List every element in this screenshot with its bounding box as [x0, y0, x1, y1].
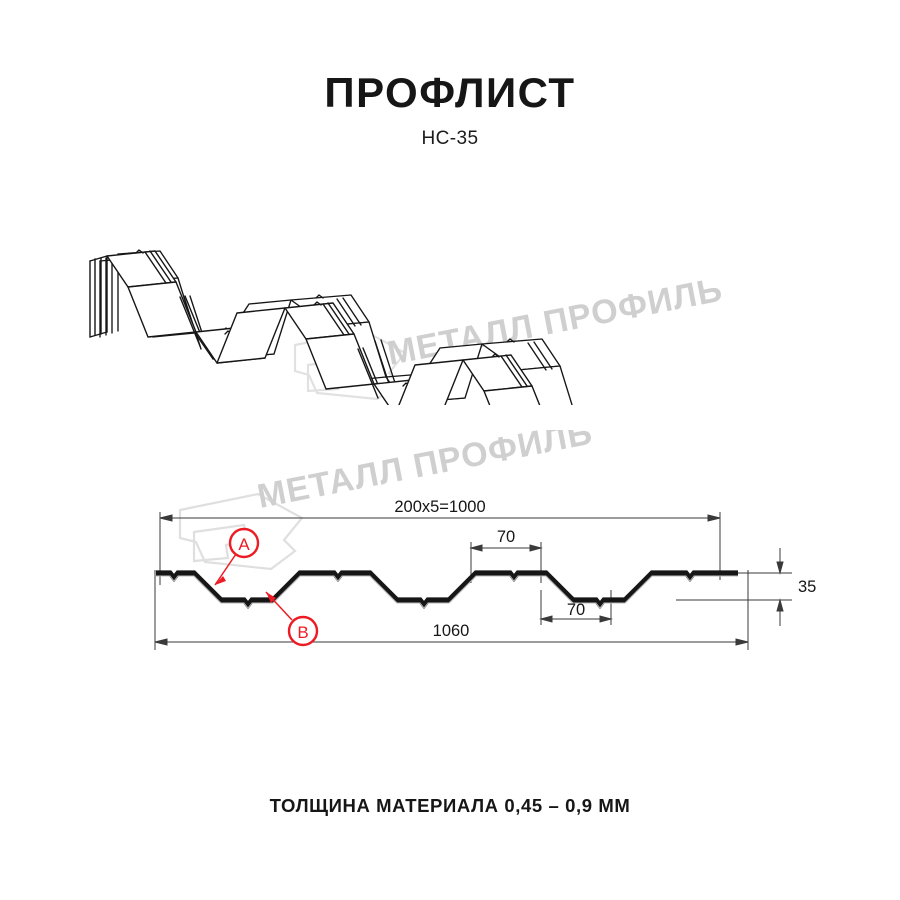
dimension-label-overall-width: 1060	[433, 622, 470, 640]
profile-3d-geometry	[89, 249, 541, 405]
marker-b-label: B	[297, 623, 308, 642]
dimension-trough-width	[539, 590, 613, 625]
dimension-label-crest-width: 70	[497, 528, 515, 546]
dimension-overall-width	[154, 570, 749, 650]
material-thickness-note: ТОЛЩИНА МАТЕРИАЛА 0,45 – 0,9 ММ	[269, 795, 631, 816]
profile-outline	[156, 570, 738, 610]
watermark-logo-section	[178, 492, 304, 571]
cross-section-view: МЕТАЛЛ ПРОФИЛЬ 200x5=1000 70	[154, 430, 816, 650]
dimension-label-trough-width: 70	[567, 601, 585, 619]
page-title: ПРОФЛИСТ	[324, 69, 576, 116]
dimension-label-module-total: 200x5=1000	[394, 498, 485, 516]
header: ПРОФЛИСТ НС-35	[0, 72, 900, 150]
marker-a-circle	[228, 527, 260, 559]
marker-b: B	[265, 591, 319, 647]
profile-shadow-line	[156, 575, 738, 609]
dimension-profile-height	[676, 548, 792, 626]
product-code: НС-35	[421, 128, 479, 149]
marker-a-label: A	[238, 535, 250, 554]
dimension-module-total	[159, 512, 721, 585]
isometric-profile-view: МЕТАЛЛ ПРОФИЛЬ	[89, 249, 726, 405]
dimension-label-profile-height: 35	[798, 578, 816, 596]
marker-b-circle	[287, 615, 319, 647]
marker-a: A	[214, 527, 260, 586]
